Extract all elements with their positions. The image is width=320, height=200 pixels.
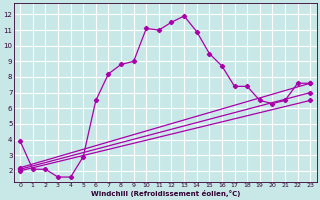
X-axis label: Windchill (Refroidissement éolien,°C): Windchill (Refroidissement éolien,°C)	[91, 190, 240, 197]
